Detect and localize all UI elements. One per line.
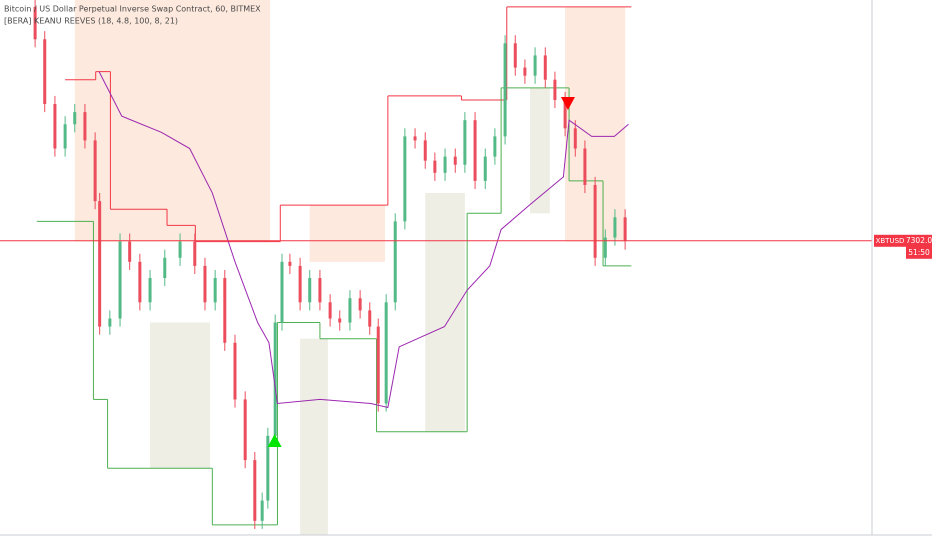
symbol-box [874,234,906,247]
candle-body [543,55,547,80]
candle-body [493,136,497,157]
zone [309,205,386,262]
candle-body [178,241,182,258]
candle-body [128,241,132,262]
candle-body [384,302,388,404]
candle-body [203,265,207,303]
candle-body [223,278,227,343]
candle-body [138,261,142,303]
buy-signal [267,433,282,447]
price-label: 7302.0 [906,236,932,245]
candle-body [43,39,47,105]
zone [425,193,465,432]
candle-body [63,124,67,149]
candle-body [288,261,292,266]
candle-body [413,136,417,141]
candle-body [33,6,37,40]
zone [150,322,211,469]
candle-body [423,140,427,161]
candle-body [523,67,527,76]
candle-body [583,148,587,185]
candle-body [338,318,342,323]
candle-body [83,112,87,141]
candle-body [213,278,217,303]
candle-body [453,156,457,165]
candle-body [98,201,102,327]
zone [74,0,271,242]
candle-body [280,261,284,323]
candle-body [473,120,477,181]
candle-body [358,298,362,311]
chart-title: Bitcoin / US Dollar Perpetual Inverse Sw… [4,5,261,14]
candle-body [108,318,112,327]
candle-body [73,112,77,125]
candle-body [163,257,167,279]
candle-body [298,265,302,303]
candle-body [118,241,122,319]
candle-body [443,156,447,173]
marks [0,0,872,529]
zone [529,87,550,214]
candle-body [348,298,352,323]
sell-signal [560,96,575,110]
candle-body [593,184,597,258]
candle-body [533,55,537,76]
candle-body [193,241,197,266]
price-box [906,234,932,259]
candle-body [553,79,557,100]
candle-body [613,217,617,238]
candle-body [308,278,312,303]
candle-body [266,435,270,501]
candle-body [260,500,264,521]
candle-body [328,302,332,319]
candle-body [433,160,437,173]
indicator-label: [BERA] KEANU REEVES (18, 4.8, 100, 8, 21… [4,17,178,26]
candle-body [53,104,57,149]
candle-body [623,217,627,241]
candle-body [513,43,517,68]
candle-body [368,310,372,327]
candle-body [503,43,507,137]
symbol-label: XBTUSD [876,237,905,245]
candle-body [393,221,397,303]
trend-line [98,71,629,409]
candle-body [483,156,487,181]
candle-body [148,278,152,303]
candle-body [318,278,322,303]
candle-body [603,237,607,258]
candle-body [233,342,237,400]
candle-body [573,128,577,149]
candle-body [243,399,247,461]
candle-body [376,326,380,404]
candle-body [563,99,567,129]
candle-body [253,460,257,521]
countdown-label: 51:50 [908,248,930,257]
zone [300,338,328,535]
candle-body [403,136,407,222]
axes: XBTUSD 7302.0 51:50 [874,234,932,259]
candle-body [93,140,97,202]
zones [74,0,626,535]
candle-body [273,322,277,436]
candle-body [463,120,467,165]
